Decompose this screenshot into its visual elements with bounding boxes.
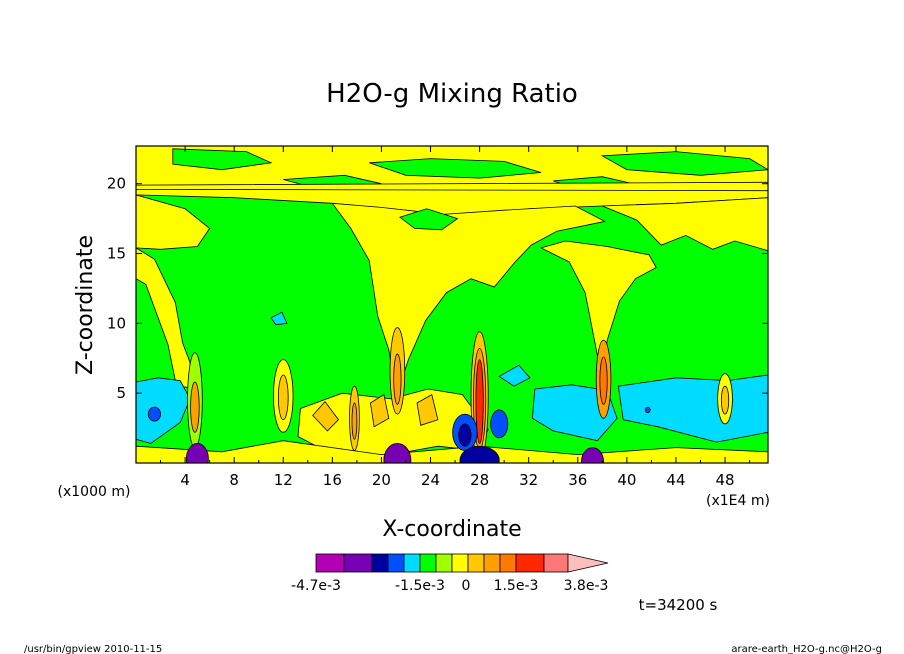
colorbar-label: -1.5e-3: [395, 578, 445, 594]
dry-surface-x28: [459, 445, 500, 463]
green-center-patch: [398, 208, 459, 231]
x-tick-label: 28: [470, 471, 489, 489]
orange-low-center-2: [369, 393, 390, 428]
plume-x48-inner: [720, 385, 730, 415]
plume-x28-core: [475, 359, 484, 444]
dry-surface-x21: [383, 443, 412, 463]
y-axis-label: Z-coordinate: [73, 235, 98, 375]
colorbar-segment: [515, 553, 545, 573]
plume-x21-inner: [393, 353, 402, 405]
dry-pocket-x29: [490, 409, 509, 439]
colorbar-segment: [499, 553, 517, 573]
cyan-patch-upper: [270, 311, 288, 326]
colorbar-segment: [315, 553, 345, 573]
plot-frame: [135, 145, 769, 464]
colorbar-segment: [371, 553, 389, 573]
x-tick-label: 24: [421, 471, 440, 489]
footer-right: arare-earth_H2O-g.nc@H2O-g: [731, 644, 882, 654]
x-tick-label: 16: [323, 471, 342, 489]
plume-x12-inner: [277, 374, 289, 421]
colorbar-segment: [483, 553, 501, 573]
yellow-left-band: [136, 194, 211, 250]
x-tick-label: 36: [568, 471, 587, 489]
orange-low-center: [312, 400, 340, 432]
x-tick-label: 32: [519, 471, 538, 489]
colorbar-segment: [343, 553, 373, 573]
plume-x5-inner: [190, 381, 200, 433]
x-tick-label: 4: [180, 471, 190, 489]
colorbar-segment: [543, 553, 569, 573]
colorbar-segment: [403, 553, 421, 573]
y-tick-label: 5: [116, 384, 126, 402]
cyan-layer-left: [136, 377, 191, 444]
colorbar-label: 1.5e-3: [494, 578, 539, 594]
x-tick-label: 48: [716, 471, 735, 489]
x-axis: 4 8 12 16 20 24 28 32 36 40 44 48: [160, 146, 751, 489]
colorbar-label: -4.7e-3: [291, 578, 341, 594]
x-tick-label: 8: [229, 471, 239, 489]
colorbar-segment: [435, 553, 453, 573]
x-tick-label: 12: [274, 471, 293, 489]
chart-title: H2O-g Mixing Ratio: [326, 79, 578, 109]
time-annotation: t=34200 s: [639, 596, 718, 614]
colorbar-label: 3.8e-3: [564, 578, 609, 594]
x-tick-label: 40: [617, 471, 636, 489]
plume-x17-inner: [351, 402, 358, 440]
green-patch-top-2: [369, 158, 542, 179]
yellow-surface-band: [136, 440, 768, 463]
y-tick-label: 15: [107, 245, 126, 263]
x-unit-right: (x1E4 m): [706, 493, 770, 509]
layer-line-20: [136, 181, 768, 192]
cyan-layer-right: [531, 384, 618, 442]
colorbar-labels: -4.7e-3 -1.5e-3 0 1.5e-3 3.8e-3: [291, 578, 608, 594]
colorbar: [315, 553, 609, 573]
colorbar-segment: [451, 553, 469, 573]
dry-surface-x5: [185, 443, 209, 463]
cyan-patch-center: [498, 364, 531, 387]
dry-pocket-x27-core: [458, 423, 472, 447]
plume-x38-inner: [599, 356, 608, 405]
contour-field: [136, 146, 768, 463]
colorbar-segment: [419, 553, 437, 573]
dry-pocket-x2: [147, 406, 161, 422]
y-tick-label: 10: [107, 314, 126, 332]
colorbar-arrow: [567, 553, 609, 573]
colorbar-label: 0: [462, 578, 471, 594]
orange-low-center-3: [416, 393, 439, 426]
footer-left: /usr/bin/gpview 2010-11-15: [24, 644, 162, 654]
x-axis-label: X-coordinate: [382, 517, 521, 542]
yellow-right-upper: [602, 197, 768, 252]
yellow-right-dome: [539, 240, 657, 383]
colorbar-segment: [387, 553, 405, 573]
x-unit-left: (x1000 m): [58, 484, 131, 500]
dry-surface-x37: [581, 447, 604, 463]
y-axis: 5 10 15 20: [107, 175, 768, 402]
x-tick-label: 44: [666, 471, 685, 489]
dry-pocket-x43: [644, 406, 651, 414]
x-tick-label: 20: [372, 471, 391, 489]
y-tick-label: 20: [107, 175, 126, 193]
colorbar-segment: [467, 553, 485, 573]
